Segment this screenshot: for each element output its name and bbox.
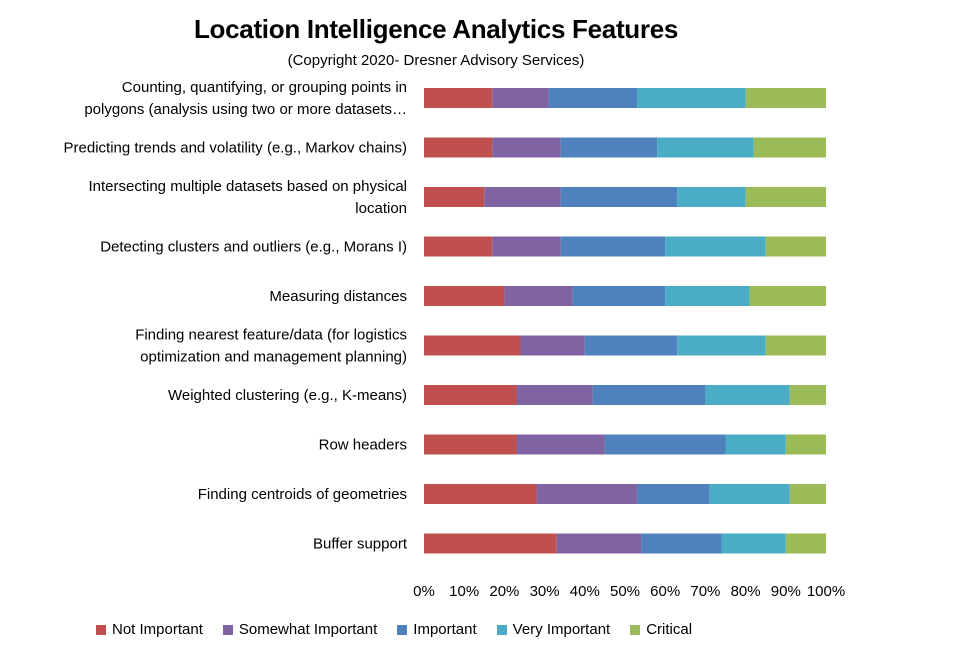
bar-segment [604,434,726,455]
category-label: Detecting clusters and outliers (e.g., M… [100,239,407,256]
bar-segment [705,385,790,405]
bar-segment [424,434,517,455]
bar-segment [424,484,537,504]
bar-segment [424,335,521,356]
bar-segment [745,88,826,108]
bar-segment [657,137,754,158]
bar-segment [677,187,746,207]
bar-segment [560,187,678,207]
x-tick-label: 40% [570,583,600,600]
bar-segment [785,533,826,554]
chart-title: Location Intelligence Analytics Features [193,14,679,44]
x-tick-label: 80% [731,583,761,600]
x-tick-label: 0% [413,583,435,600]
category-label: Weighted clustering (e.g., K-means) [168,387,407,404]
bar-segment [492,88,549,108]
bar-segment [721,533,786,554]
bar-segment [637,484,710,504]
legend-item: Not Important [96,621,203,638]
legend-swatch [496,624,507,635]
bar-segment [560,236,666,257]
legend-label: Critical [646,621,693,638]
category-label: polygons (analysis using two or more dat… [84,101,407,118]
x-tick-label: 70% [690,583,720,600]
x-tick-label: 20% [489,583,519,600]
bar-segment [516,385,593,405]
category-label: Finding nearest feature/data (for logist… [135,327,407,344]
bar-segment [516,434,605,455]
category-label: Row headers [319,437,407,454]
bar-segment [789,484,826,504]
bar-segment [424,187,485,207]
chart-plot: Counting, quantifying, or grouping point… [64,79,846,600]
legend-item: Very Important [496,621,611,638]
category-label: Measuring distances [269,288,407,305]
x-tick-label: 50% [610,583,640,600]
x-tick-label: 30% [530,583,560,600]
bar-segment [492,137,561,158]
legend-swatch [96,624,106,635]
chart-legend: Not Important Somewhat Important Important… [96,621,712,638]
legend-swatch [630,624,641,635]
bar-segment [520,335,585,356]
bar-segment [536,484,638,504]
bar-segment [749,286,826,306]
bar-segment [548,88,638,108]
bar-segment [424,286,505,306]
bar-segment [709,484,790,504]
bar-segment [765,335,826,356]
legend-item: Important [397,621,477,638]
bar-segment [424,88,493,108]
bar-segment [560,137,658,158]
bar-segment [504,286,573,306]
x-tick-label: 90% [771,583,801,600]
legend-label: Very Important [512,621,611,638]
chart-subtitle: (Copyright 2020- Dresner Advisory Servic… [287,52,585,69]
bar-segment [556,533,642,554]
bar-segment [745,187,826,207]
category-label: Counting, quantifying, or grouping point… [122,79,407,96]
legend-swatch [222,624,233,635]
legend-label: Important [413,621,477,638]
bar-segment [677,335,766,356]
category-label: location [355,200,407,217]
category-label: Predicting trends and volatility (e.g., … [64,140,407,157]
bar-segment [424,533,557,554]
bar-segment [665,286,750,306]
bar-segment [785,434,826,455]
bar-segment [424,236,493,257]
bar-segment [584,335,678,356]
bar-segment [484,187,561,207]
legend-label: Somewhat Important [238,621,378,638]
bar-segment [765,236,826,257]
legend-item: Critical [630,621,692,638]
bar-segment [572,286,666,306]
bar-segment [753,137,826,158]
legend-item: Somewhat Important [222,621,378,638]
bar-segment [592,385,706,405]
category-label: optimization and management planning) [140,349,407,366]
bar-segment [665,236,766,257]
x-tick-label: 60% [650,583,680,600]
bar-segment [492,236,561,257]
category-label: Finding centroids of geometries [198,486,407,503]
bar-segment [637,88,746,108]
category-label: Buffer support [313,536,408,553]
bar-segment [725,434,786,455]
bar-segment [424,385,517,405]
bar-segment [641,533,722,554]
bar-segment [789,385,826,405]
bar-segment [424,137,493,158]
x-tick-label: 100% [807,583,845,600]
legend-swatch [397,624,408,635]
category-label: Intersecting multiple datasets based on … [88,178,407,195]
x-tick-label: 10% [449,583,479,600]
legend-label: Not Important [112,621,203,638]
